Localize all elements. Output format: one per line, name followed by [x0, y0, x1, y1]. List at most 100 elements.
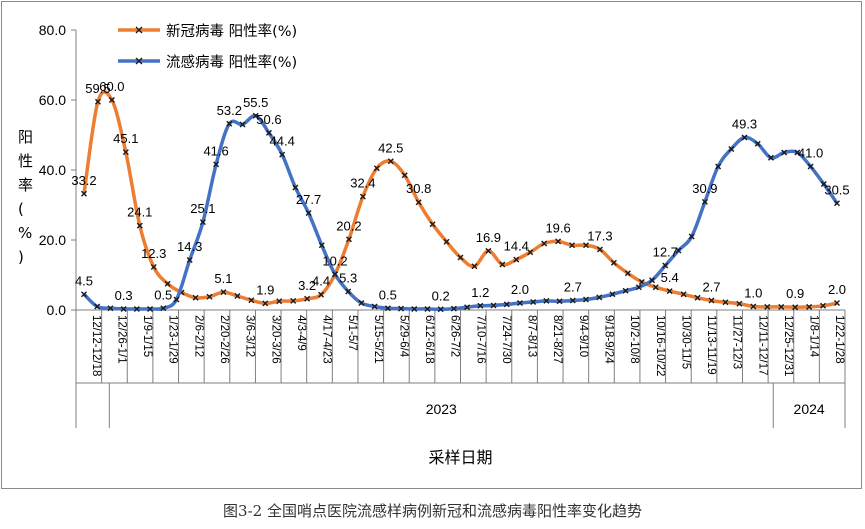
data-point-flu — [252, 112, 259, 119]
data-point-covid — [206, 293, 213, 300]
data-point-flu — [358, 300, 365, 306]
data-point-covid — [708, 297, 715, 304]
x-tick-label: 1/23-1/29 — [167, 315, 179, 364]
data-point-covid — [820, 302, 827, 309]
data-point-covid — [262, 300, 269, 307]
series-line-covid — [82, 90, 838, 309]
data-label-flu: 2.0 — [511, 282, 529, 297]
x-tick-label: 6/12-6/18 — [423, 315, 435, 364]
data-point-covid — [806, 303, 813, 310]
data-label-covid: 24.1 — [127, 205, 152, 220]
data-label-flu: 30.5 — [824, 182, 849, 197]
x-tick-label: 8/7-8/13 — [526, 315, 538, 357]
x-tick-label: 7/24-7/30 — [500, 315, 512, 364]
x-tick-label: 7/10-7/16 — [474, 315, 486, 364]
chart-frame — [1, 1, 862, 489]
data-label-flu: 41.6 — [203, 143, 228, 158]
x-tick-label: 5/15-5/21 — [372, 315, 384, 364]
data-label-covid: 2.7 — [702, 280, 720, 295]
data-point-flu — [794, 149, 801, 156]
y-tick-label: 40.0 — [39, 162, 66, 178]
data-point-covid — [220, 289, 227, 296]
line-chart: 0.0 20.0 40.0 60.0 80.0 阳性率(%) 12/12-12/18 12/2… — [18, 22, 850, 467]
data-point-flu — [715, 163, 722, 170]
x-tick-label: 12/11-12/17 — [756, 315, 768, 376]
data-point-flu — [107, 305, 114, 312]
data-point-flu — [450, 305, 457, 312]
data-point-covid — [680, 291, 687, 298]
data-point-flu — [741, 134, 748, 141]
x-tick-label: 8/21-8/27 — [551, 315, 563, 364]
data-label-flu: 0.5 — [379, 287, 397, 302]
data-point-covid — [94, 98, 101, 105]
data-point-flu — [477, 302, 484, 309]
x-tick-label: 5/29-6/4 — [397, 315, 409, 358]
data-label-covid: 1.0 — [744, 286, 762, 301]
data-point-covid — [499, 261, 506, 268]
legend-marker — [135, 26, 143, 34]
data-point-flu — [81, 291, 87, 298]
data-label-covid: 5.4 — [661, 270, 679, 285]
data-point-flu — [160, 305, 167, 312]
data-point-covid — [164, 280, 171, 287]
data-label-flu: 0.2 — [432, 288, 450, 303]
legend-label-covid: 新冠病毒 阳性率(%) — [166, 23, 297, 40]
data-point-flu — [239, 121, 246, 128]
data-label-covid: 30.8 — [406, 181, 431, 196]
x-tick-label: 12/25-12/31 — [782, 315, 794, 376]
data-point-flu — [635, 284, 642, 291]
data-label-covid: 60.0 — [99, 79, 124, 94]
data-label-covid: 17.3 — [587, 228, 612, 243]
data-label-covid: 14.4 — [504, 239, 529, 254]
data-point-flu — [622, 287, 629, 294]
data-point-flu — [371, 303, 378, 310]
data-point-covid — [596, 246, 603, 253]
data-point-flu — [820, 181, 827, 187]
data-point-flu — [503, 301, 510, 308]
x-tick-label: 11/13-11/19 — [705, 315, 717, 375]
data-point-flu — [516, 300, 523, 306]
data-point-flu — [305, 210, 312, 217]
data-point-flu — [662, 262, 669, 269]
data-point-flu — [213, 161, 220, 168]
data-point-flu — [226, 120, 233, 127]
data-label-flu: 12.7 — [653, 245, 678, 260]
x-tick-label: 12/12-12/18 — [90, 315, 102, 376]
y-tick-label: 60.0 — [39, 92, 66, 108]
series-line-flu — [82, 113, 839, 312]
data-point-covid — [764, 303, 771, 310]
x-tick-label: 2/20-2/26 — [218, 315, 230, 364]
data-label-covid: 45.1 — [113, 131, 138, 146]
y-tick-label: 80.0 — [39, 22, 66, 38]
data-label-flu: 55.5 — [243, 95, 268, 110]
data-label-covid: 4.4 — [312, 274, 330, 289]
data-point-flu — [384, 305, 391, 312]
data-point-flu — [464, 304, 471, 311]
x-tick-label: 5/1-5/7 — [346, 315, 358, 351]
year-label: 2024 — [794, 401, 825, 417]
x-tick-label: 4/17-4/23 — [321, 315, 333, 364]
data-point-covid — [652, 284, 659, 291]
data-point-flu — [398, 305, 405, 312]
data-label-covid: 33.2 — [71, 173, 96, 188]
data-point-flu — [728, 146, 735, 152]
data-point-covid — [429, 221, 436, 228]
legend-marker — [135, 57, 143, 65]
data-label-covid: 20.2 — [336, 218, 361, 233]
data-point-flu — [318, 242, 325, 249]
data-point-flu — [807, 163, 814, 170]
data-label-flu: 41.0 — [798, 146, 823, 161]
data-point-flu — [332, 271, 338, 278]
data-point-flu — [411, 305, 418, 312]
data-point-covid — [304, 295, 311, 302]
data-point-flu — [583, 296, 589, 303]
legend-label-flu: 流感病毒 阳性率(%) — [166, 54, 297, 71]
data-label-covid: 32.4 — [350, 176, 375, 191]
data-point-covid — [387, 158, 394, 165]
data-point-flu — [186, 256, 193, 263]
data-point-covid — [457, 254, 464, 261]
data-label-covid: 0.9 — [786, 286, 804, 301]
data-point-covid — [415, 199, 422, 206]
data-point-flu — [173, 296, 180, 303]
data-point-flu — [543, 297, 550, 304]
